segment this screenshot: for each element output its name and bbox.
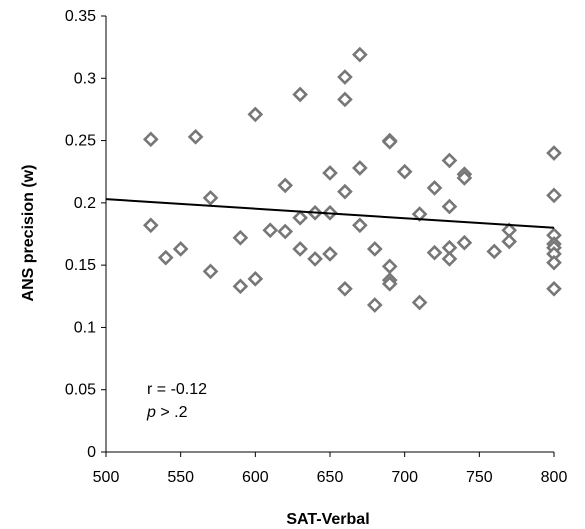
y-tick-label: 0.2 <box>74 195 96 212</box>
data-point <box>441 152 458 169</box>
data-point <box>441 251 458 267</box>
data-point <box>322 246 338 262</box>
data-point <box>187 128 204 145</box>
data-point <box>352 160 368 176</box>
data-point <box>157 249 174 266</box>
data-point <box>277 223 294 240</box>
y-tick-label: 0.25 <box>65 133 96 150</box>
data-point <box>546 187 562 204</box>
data-point <box>337 183 353 200</box>
data-point <box>247 106 264 123</box>
correlation-annotation: r = -0.12 <box>147 381 207 398</box>
x-tick-label: 700 <box>391 469 418 486</box>
x-tick-label: 500 <box>93 469 120 486</box>
data-point <box>456 170 473 186</box>
data-point <box>337 280 353 297</box>
x-tick-label: 550 <box>167 469 194 486</box>
p-value-text: > .2 <box>156 404 188 421</box>
data-point <box>142 217 159 234</box>
data-point <box>247 271 264 287</box>
y-tick-label: 0.3 <box>74 70 96 87</box>
data-point <box>381 133 398 150</box>
data-point <box>486 243 503 260</box>
y-tick-label: 0.35 <box>65 8 96 25</box>
x-tick-label: 600 <box>242 469 269 486</box>
p-value-annotation: p > .2 <box>146 404 188 421</box>
data-point <box>202 190 219 206</box>
x-axis-title: SAT-Verbal <box>286 511 369 528</box>
data-point <box>232 229 249 246</box>
data-point <box>337 91 353 108</box>
data-point <box>277 177 294 194</box>
data-point <box>381 258 398 275</box>
data-point <box>546 280 562 297</box>
y-tick-label: 0.05 <box>65 382 96 399</box>
data-point <box>366 297 383 313</box>
x-axis-ticks: 500 550 600 650 700 750 800 <box>93 452 568 486</box>
data-point <box>202 263 219 280</box>
y-tick-label: 0.1 <box>74 319 96 336</box>
data-point <box>381 275 398 292</box>
y-axis-title: ANS precision (w) <box>20 165 37 302</box>
x-tick-label: 750 <box>466 469 493 486</box>
data-point <box>322 165 338 181</box>
data-point <box>292 209 308 226</box>
data-point <box>441 198 458 215</box>
data-point <box>172 241 189 257</box>
data-point <box>352 46 368 63</box>
data-point <box>366 241 383 257</box>
data-point <box>501 233 518 250</box>
y-tick-label: 0.15 <box>65 257 96 274</box>
y-axis-ticks: 0 0.05 0.1 0.15 0.2 0.25 0.3 0.35 <box>65 8 106 461</box>
p-symbol: p <box>146 404 156 421</box>
data-point <box>546 145 562 161</box>
x-tick-label: 650 <box>317 469 344 486</box>
data-point <box>142 131 159 148</box>
data-point <box>411 294 428 311</box>
y-tick-label: 0 <box>87 444 96 461</box>
data-point <box>337 69 353 85</box>
trend-line <box>105 198 555 229</box>
data-point <box>292 86 308 103</box>
data-point <box>352 217 368 234</box>
x-tick-label: 800 <box>541 469 568 486</box>
data-point <box>307 251 323 267</box>
data-point <box>456 234 473 251</box>
data-point <box>262 222 279 239</box>
data-point <box>426 180 443 196</box>
data-point <box>426 244 443 261</box>
data-point <box>396 163 413 180</box>
data-point <box>546 254 562 271</box>
data-point <box>292 241 308 257</box>
data-point <box>232 278 249 295</box>
data-points <box>142 46 562 313</box>
